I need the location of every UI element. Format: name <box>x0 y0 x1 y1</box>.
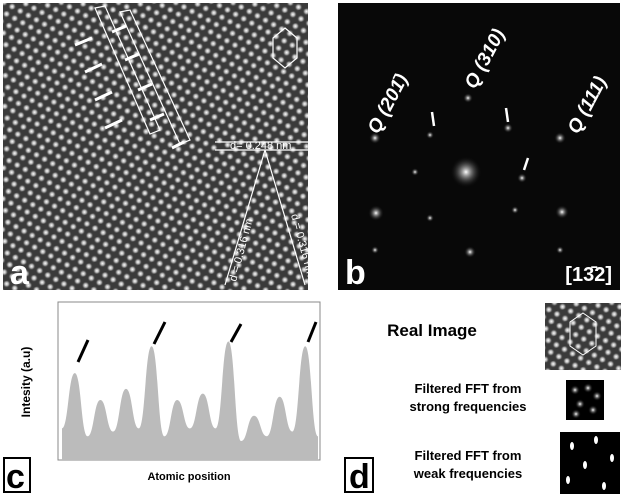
weak-fft-image <box>560 432 620 494</box>
row-label: Filtered FFT from <box>415 381 522 396</box>
panel-label: b <box>345 254 366 292</box>
x-axis-label: Atomic position <box>147 471 230 483</box>
y-axis-label: Intesity (a.u) <box>19 347 33 418</box>
panel-label: d <box>349 458 370 496</box>
row-label: strong frequencies <box>409 399 526 414</box>
figure: d= 0.248 nm d = 0.316 nm d = 0.316 nm a … <box>0 0 623 498</box>
fft-image <box>338 3 620 290</box>
panel-label: a <box>10 254 30 292</box>
row-label: Filtered FFT from <box>415 448 522 463</box>
zone-axis: [13̄2] <box>565 264 612 286</box>
panel-label: c <box>6 458 25 496</box>
row-label: weak frequencies <box>413 466 522 481</box>
row-label: Real Image <box>387 321 477 340</box>
spacing-label: d= 0.248 nm <box>230 140 291 152</box>
